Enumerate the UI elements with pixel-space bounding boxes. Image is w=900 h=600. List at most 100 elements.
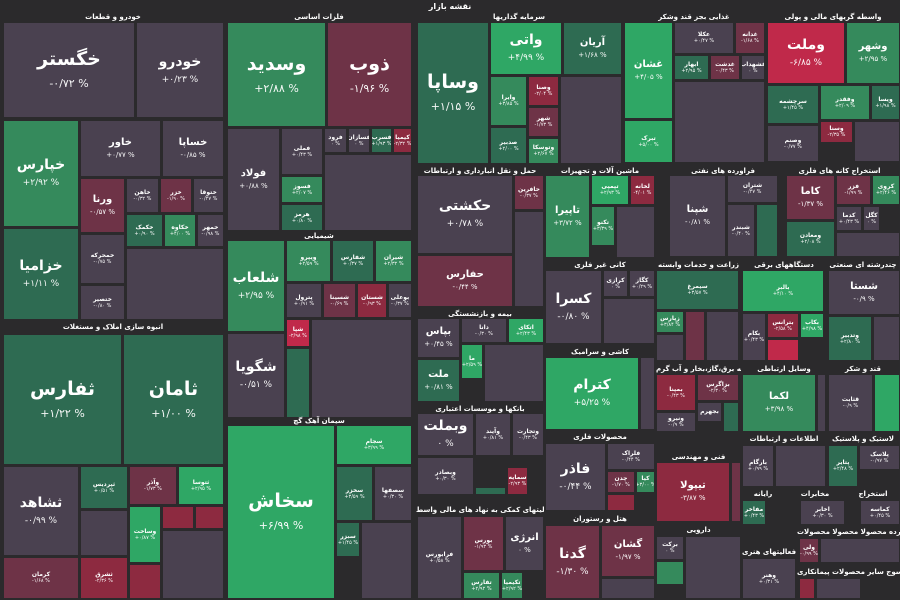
tile-small[interactable] [514, 211, 544, 307]
tile-sabzar[interactable]: سبزر +۱/۴۵ % [336, 522, 360, 557]
tile-kasra[interactable]: کسرا -۰/۸۰ % [545, 270, 602, 344]
tile-pagol[interactable]: پترول +۰/۹۱ % [286, 283, 322, 318]
tile-sakhzar[interactable]: سخزر +۳/۵۹ % [336, 466, 373, 521]
tile-hakeshti[interactable]: حکشتی +۰/۷۸ % [417, 175, 513, 254]
tile-khepars[interactable]: خپارس +۲/۹۲ % [3, 120, 79, 227]
tile-khegostar[interactable]: خگستر -۰/۷۲ % [3, 22, 135, 118]
tile-vamellat[interactable]: وملت -۶/۸۵ % [767, 22, 845, 84]
tile-shfars[interactable]: شفارس +۰/۳۷ % [332, 240, 374, 282]
tile-arian[interactable]: آریان +۱/۶۸ % [563, 22, 622, 75]
tile-bjahrom[interactable]: بجهرم [697, 402, 722, 422]
tile-visa[interactable]: ویسا +۱/۹۸ % [871, 85, 900, 120]
tile-shalab[interactable]: شلعاب +۲/۹۵ % [227, 240, 285, 332]
tile-kimia[interactable]: کیمیا -۲/۳۲ % [393, 128, 412, 153]
tile-ghatbat[interactable]: قثابت -۰/۹ % [828, 374, 873, 432]
tile-vasanam[interactable]: وصنم -۰/۷۷ % [767, 125, 819, 162]
tile-kia[interactable]: کیا +۳/۰۰ % [636, 471, 655, 493]
tile-small[interactable] [195, 506, 224, 529]
tile-vafaran[interactable]: وفقدر +۲/۰۹ % [820, 85, 870, 120]
tile-sakhash[interactable]: سخاش +۶/۹۹ % [227, 425, 335, 599]
tile-ghadaneh[interactable]: غدانه -۱/۶۸ % [735, 22, 765, 54]
tile-keraty[interactable]: کرازی ۰ % [603, 270, 628, 297]
tile-khansir[interactable]: ختصیر -۰/۸۰ % [80, 285, 125, 320]
tile-small[interactable] [484, 344, 544, 402]
tile-atkai[interactable]: اتکای +۲/۴۳ % [508, 318, 544, 343]
tile-khavar[interactable]: خاور +۰/۷۷ % [80, 120, 161, 177]
tile-samaye[interactable]: سمایه -۲/۹۳ % [507, 467, 528, 495]
tile-khodro[interactable]: خودرو +۰/۲۳ % [136, 22, 224, 118]
tile-small[interactable] [775, 445, 826, 487]
tile-akhaber[interactable]: اخابر +۰/۳۰ % [800, 500, 845, 525]
tile-shasta[interactable]: شستا -۰/۹ % [828, 270, 900, 315]
tile-vasakht[interactable]: وساخت +۰/۸۷ % [129, 506, 161, 563]
tile-zob[interactable]: ذوب -۱/۹۶ % [327, 22, 412, 127]
tile-vatdbir[interactable]: وتدبیر +۲/۸۰ % [828, 316, 872, 361]
tile-vayand[interactable]: وآیند +۰/۸۱ % [475, 413, 511, 456]
tile-bekam[interactable]: بکام +۰/۴۳ % [742, 313, 766, 361]
tile-shegooya[interactable]: شگویا -۰/۵۱ % [227, 333, 285, 418]
tile-foolad[interactable]: فولاد +۰/۸۸ % [227, 128, 280, 231]
tile-dana[interactable]: دانا -۰/۳۰ % [461, 318, 507, 343]
tile-mafakher[interactable]: مفاخر +۰/۴۳ % [742, 500, 766, 525]
tile-small[interactable] [731, 462, 741, 522]
tile-sarchashme[interactable]: سرچشمه +۱/۴۵ % [767, 85, 819, 124]
tile-small[interactable] [126, 248, 224, 320]
tile-small[interactable] [162, 506, 194, 529]
tile-sesfaha[interactable]: سصفها +۰/۳۰ % [374, 466, 412, 521]
tile-hafaras[interactable]: حفارس -۰/۴۴ % [417, 255, 513, 307]
tile-small[interactable] [616, 206, 655, 258]
tile-lakhaneh[interactable]: لخانه -۴/۰۱ % [630, 175, 655, 205]
tile-small[interactable] [286, 348, 310, 418]
tile-small[interactable] [656, 561, 684, 585]
tile-small[interactable] [685, 311, 705, 361]
tile-small[interactable] [656, 334, 684, 361]
tile-farabourse[interactable]: فرابورس +۰/۵۸ % [417, 516, 462, 599]
tile-fazar[interactable]: فزر -۱/۹۹ % [836, 175, 871, 205]
tile-hormoz[interactable]: هرمز +۰/۸۰ % [281, 204, 323, 231]
tile-hafarin[interactable]: حافرین -۰/۳۷ % [514, 175, 544, 210]
tile-small[interactable] [311, 319, 412, 418]
tile-khasapa[interactable]: خساپا -۰/۸۵ % [162, 120, 224, 177]
tile-khazamia[interactable]: خزامیا +۱/۱۱ % [3, 228, 79, 320]
tile-foroud[interactable]: فرود ۰ % [324, 128, 347, 153]
tile-small[interactable] [820, 538, 900, 563]
tile-sadbir[interactable]: صدبیر +۲/۰۰ % [490, 127, 527, 164]
tile-akla[interactable]: عکلا +۰/۴۷ % [674, 22, 734, 54]
tile-fshahdab[interactable]: فشهداب ۰ % [741, 55, 765, 80]
tile-shahr[interactable]: شهر -۱/۷۳ % [528, 107, 559, 137]
tile-tabarak[interactable]: تبرک +۵/۰۰ % [624, 120, 673, 163]
tile-shbandar[interactable]: شبندر -۰/۴۰ % [727, 204, 755, 257]
tile-ma[interactable]: ما +۲/۵۹ % [461, 344, 483, 379]
tile-shestan[interactable]: شستان -۰/۹۳ % [357, 283, 387, 318]
tile-small[interactable] [799, 578, 815, 599]
tile-small[interactable] [836, 232, 900, 257]
tile-gedena[interactable]: گدنا -۱/۳۰ % [545, 525, 600, 599]
tile-tashreq[interactable]: ثشرق -۲/۳۶ % [80, 557, 128, 599]
tile-small[interactable] [723, 402, 739, 432]
tile-small[interactable] [162, 530, 224, 599]
tile-vtejarat[interactable]: وتجارت -۰/۴۳ % [512, 413, 544, 456]
tile-bmapna[interactable]: بمپنا -۰/۴۳ % [656, 374, 696, 411]
tile-bourse[interactable]: بورس -۱/۹۳ % [463, 516, 504, 571]
tile-kroozi[interactable]: کروی +۲/۴۶ % [872, 175, 900, 205]
tile-shapa[interactable]: شپا -۲/۹۸ % [286, 319, 310, 347]
tile-felak[interactable]: فلراک -۰/۴۴ % [607, 443, 655, 470]
tile-fameli[interactable]: فملی +۰/۴۳ % [281, 128, 323, 175]
tile-vshahr[interactable]: وشهر +۲/۹۵ % [846, 22, 900, 84]
tile-pelask[interactable]: پلاسک -۰/۹۷ % [859, 445, 900, 470]
tile-kegol[interactable]: کگل ۰ % [863, 206, 880, 231]
tile-tepomp[interactable]: تپمپی +۲/۹۳ % [591, 175, 629, 205]
tile-bzagros[interactable]: بزاگرس -۲/۳۰ % [697, 374, 739, 401]
tile-vaazar[interactable]: وآذر -۱/۷۳ % [129, 466, 177, 505]
tile-vasna[interactable]: وصنا -۲/۰۴ % [528, 76, 559, 106]
tile-keteram[interactable]: کترام +۵/۲۵ % [545, 357, 639, 430]
tile-simorgh[interactable]: سیمرغ +۳/۵۷ % [656, 270, 739, 310]
tile-shahed[interactable]: ثشاهد -۰/۹۹ % [3, 466, 79, 556]
tile-kamaa[interactable]: کاما -۱/۳۷ % [786, 175, 835, 220]
tile-vanirou[interactable]: ونیرو -۰/۹ % [656, 412, 696, 432]
tile-sotous[interactable]: ثتوسا +۲/۹۵ % [178, 466, 224, 505]
tile-saman[interactable]: ثامان +۱/۰۰ % [123, 334, 224, 465]
tile-small[interactable] [475, 487, 506, 495]
tile-vali[interactable]: ولی -۰/۹۹ % [799, 538, 819, 563]
tile-small[interactable] [706, 311, 739, 361]
